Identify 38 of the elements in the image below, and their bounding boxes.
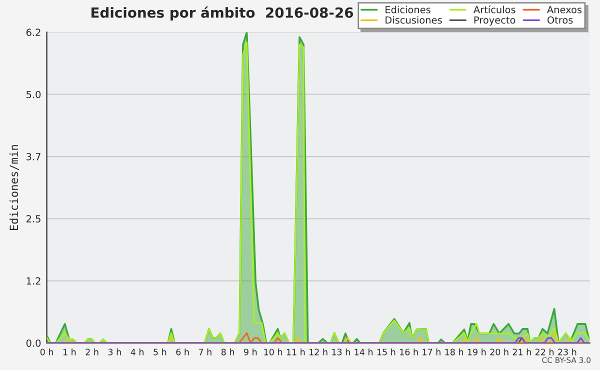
x-tick-label: 22 h — [535, 348, 554, 356]
x-tick-label: 1 h — [63, 348, 76, 356]
x-tick-label: 19 h — [468, 348, 486, 356]
y-tick-label: 2.5 — [26, 215, 40, 222]
y-tick-label: 1.2 — [26, 277, 40, 285]
x-tick-label: 8 h — [221, 348, 234, 356]
x-tick-label: 0 h — [40, 348, 54, 356]
x-tick-label: 17 h — [422, 348, 440, 356]
x-tick-label: 9 h — [244, 348, 257, 356]
y-tick-label: 3.7 — [26, 152, 40, 160]
y-tick-label: 5.0 — [26, 90, 41, 98]
x-tick-label: 18 h — [445, 348, 464, 356]
x-tick-label: 4 h — [130, 348, 144, 356]
x-tick-label: 14 h — [354, 348, 373, 356]
x-tick-label: 10 h — [264, 348, 282, 356]
chart-title: Ediciones por ámbito 2016-08-26 — [92, 6, 354, 21]
x-tick-label: 20 h — [490, 348, 508, 356]
legend-label: Anexos — [547, 6, 582, 14]
y-axis-title: Ediciones/min — [9, 145, 19, 230]
x-tick-label: 23 h — [558, 348, 576, 356]
legend-label: Artículos — [474, 5, 516, 14]
x-tick-label: 13 h — [332, 348, 350, 356]
x-tick-label: 11 h — [286, 348, 305, 356]
x-tick-label: 12 h — [310, 348, 328, 356]
y-tick-label: 0.0 — [26, 339, 41, 347]
x-tick-label: 2 h — [86, 348, 98, 356]
x-tick-label: 21 h — [512, 348, 531, 356]
x-tick-label: 15 h — [377, 348, 396, 356]
x-tick-label: 6 h — [176, 348, 189, 356]
legend-label: Proyecto — [474, 16, 516, 26]
x-tick-label: 7 h — [198, 348, 212, 356]
legend-label: Otros — [547, 16, 573, 24]
x-tick-label: 3 h — [108, 348, 121, 356]
legend-label: Ediciones — [386, 6, 430, 14]
x-tick-label: 5 h — [154, 348, 166, 356]
y-tick-label: 6.2 — [26, 28, 40, 36]
x-tick-label: 16 h — [400, 348, 418, 356]
legend-label: Discusiones — [386, 16, 442, 24]
